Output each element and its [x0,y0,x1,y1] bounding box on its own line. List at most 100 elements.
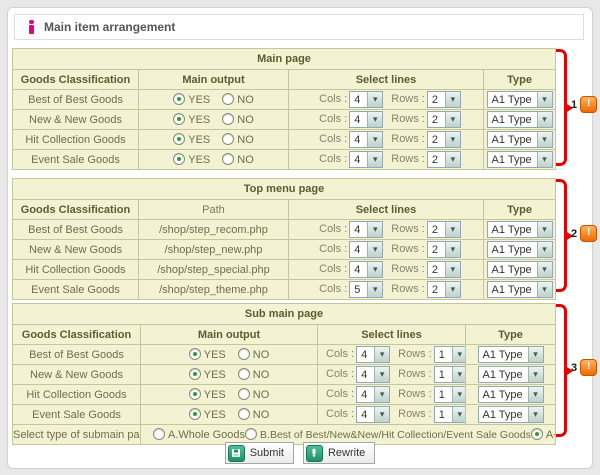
cols-select[interactable]: 4 ▾ [349,111,384,128]
table-row: Best of Best Goods YES NO Cols :4 ▾ Rows :1… [12,344,556,365]
rows-select[interactable]: 2 ▾ [426,221,461,238]
rows-select[interactable]: 2 ▾ [426,281,461,298]
type-select[interactable]: A1 Type ▾ [477,366,544,383]
table-row: New & New Goods YES NO Cols :4 ▾ Rows :1 ▾ A… [12,364,556,385]
dropdown-arrow-icon: ▾ [536,282,552,297]
table-row: Event Sale Goods YES NO Cols :4 ▾ Rows :1 ▾ … [12,404,556,425]
cols-select[interactable]: 4 ▾ [349,131,384,148]
callout-bracket-1 [556,49,573,166]
type-select[interactable]: A1 Type ▾ [486,91,553,108]
rows-select[interactable]: 1 ▾ [433,406,465,423]
cols-select[interactable]: 4 ▾ [356,406,391,423]
radio-option-a[interactable] [153,428,165,440]
dropdown-arrow-icon: ▾ [451,407,465,422]
rows-select[interactable]: 2 ▾ [426,111,461,128]
table-row: Best of Best Goods /shop/step_recom.php … [12,219,557,240]
radio-yes[interactable] [173,153,186,165]
radio-yes[interactable] [173,93,186,105]
rows-select[interactable]: 1 ▾ [433,386,465,403]
type-select[interactable]: A1 Type ▾ [486,131,553,148]
cols-select[interactable]: 4 ▾ [349,151,384,168]
radio-yes[interactable] [188,408,201,420]
rows-select[interactable]: 2 ▾ [426,261,461,278]
table-row: Hit Collection Goods YES NO Cols :4 ▾ Rows … [12,129,557,150]
rows-select[interactable]: 2 ▾ [426,131,461,148]
column-header-goods: Goods Classification [12,199,139,220]
radio-yes[interactable] [188,348,201,360]
rows-label: Rows : [391,93,425,106]
goods-name: New & New Goods [12,109,139,130]
cols-label: Cols : [319,93,348,106]
top-menu-page-table: Top menu page Goods Classification Path … [11,178,557,300]
radio-no[interactable] [222,93,235,105]
rows-select[interactable]: 1 ▾ [433,366,465,383]
table-row: Event Sale Goods YES NO Cols :4 ▾ Rows :2 ▾ … [12,149,557,170]
radio-yes[interactable] [188,388,201,400]
type-select[interactable]: A1 Type ▾ [486,111,553,128]
dropdown-arrow-icon: ▾ [527,407,543,422]
rows-select[interactable]: 1 ▾ [433,346,465,363]
dropdown-arrow-icon: ▾ [536,262,552,277]
goods-name: New & New Goods [12,364,141,385]
pencil-icon [305,444,323,462]
cols-select[interactable]: 4 ▾ [356,366,391,383]
cols-select[interactable]: 4 ▾ [356,386,391,403]
type-select[interactable]: A1 Type ▾ [477,406,544,423]
callout-marker-2: 2 ! [571,225,598,242]
save-icon [227,444,245,462]
radio-yes[interactable] [173,113,186,125]
cols-select[interactable]: 4 ▾ [349,261,384,278]
radio-no[interactable] [222,153,235,165]
type-select[interactable]: A1 Type ▾ [486,281,553,298]
radio-option-ab[interactable] [530,428,543,440]
column-header-goods: Goods Classification [12,69,139,90]
radio-no[interactable] [237,408,250,420]
type-select[interactable]: A1 Type ▾ [486,221,553,238]
goods-name: New & New Goods [12,239,139,260]
dropdown-arrow-icon: ▾ [374,367,390,382]
radio-no[interactable] [237,348,250,360]
column-header-type: Type [482,199,557,220]
cols-select[interactable]: 4 ▾ [356,346,391,363]
cols-select[interactable]: 5 ▾ [349,281,384,298]
callout-marker-3: 3 ! [571,359,598,376]
type-select[interactable]: A1 Type ▾ [486,151,553,168]
radio-yes[interactable] [188,368,201,380]
radio-yes[interactable] [173,133,186,145]
type-select[interactable]: A1 Type ▾ [477,346,544,363]
dropdown-arrow-icon: ▾ [444,262,460,277]
goods-name: Hit Collection Goods [12,129,139,150]
goods-name: Hit Collection Goods [12,384,141,405]
table-title: Top menu page [11,178,557,200]
type-select[interactable]: A1 Type ▾ [486,261,553,278]
dropdown-arrow-icon: ▾ [367,282,383,297]
rows-select[interactable]: 2 ▾ [426,151,461,168]
dropdown-arrow-icon: ▾ [374,347,390,362]
goods-name: Best of Best Goods [12,344,141,365]
cols-select[interactable]: 4 ▾ [349,221,384,238]
radio-no[interactable] [237,388,250,400]
main-page-table: Main page Goods Classification Main outp… [11,48,557,170]
radio-no[interactable] [222,133,235,145]
rewrite-button[interactable]: Rewrite [302,442,376,464]
radio-no[interactable] [237,368,250,380]
cols-select[interactable]: 4 ▾ [349,91,384,108]
dropdown-arrow-icon: ▾ [367,152,383,167]
column-header-path: Path [138,199,289,220]
column-header-lines: Select lines [288,199,484,220]
submit-button[interactable]: Submit [224,442,294,464]
radio-option-b[interactable] [245,428,258,440]
table-row: Event Sale Goods /shop/step_theme.php Co… [12,279,557,300]
type-select[interactable]: A1 Type ▾ [486,241,553,258]
goods-name: Hit Collection Goods [12,259,139,280]
radio-no[interactable] [222,113,235,125]
table-row: New & New Goods YES NO Cols :4 ▾ Rows :2 ▾ A… [12,109,557,130]
sub-main-page-table: Sub main page Goods Classification Main … [12,303,556,445]
type-select[interactable]: A1 Type ▾ [477,386,544,403]
cols-select[interactable]: 4 ▾ [349,241,384,258]
dropdown-arrow-icon: ▾ [451,367,465,382]
rows-select[interactable]: 2 ▾ [426,241,461,258]
rows-select[interactable]: 2 ▾ [426,91,461,108]
column-header-type: Type [482,69,557,90]
column-header-type: Type [465,324,556,345]
